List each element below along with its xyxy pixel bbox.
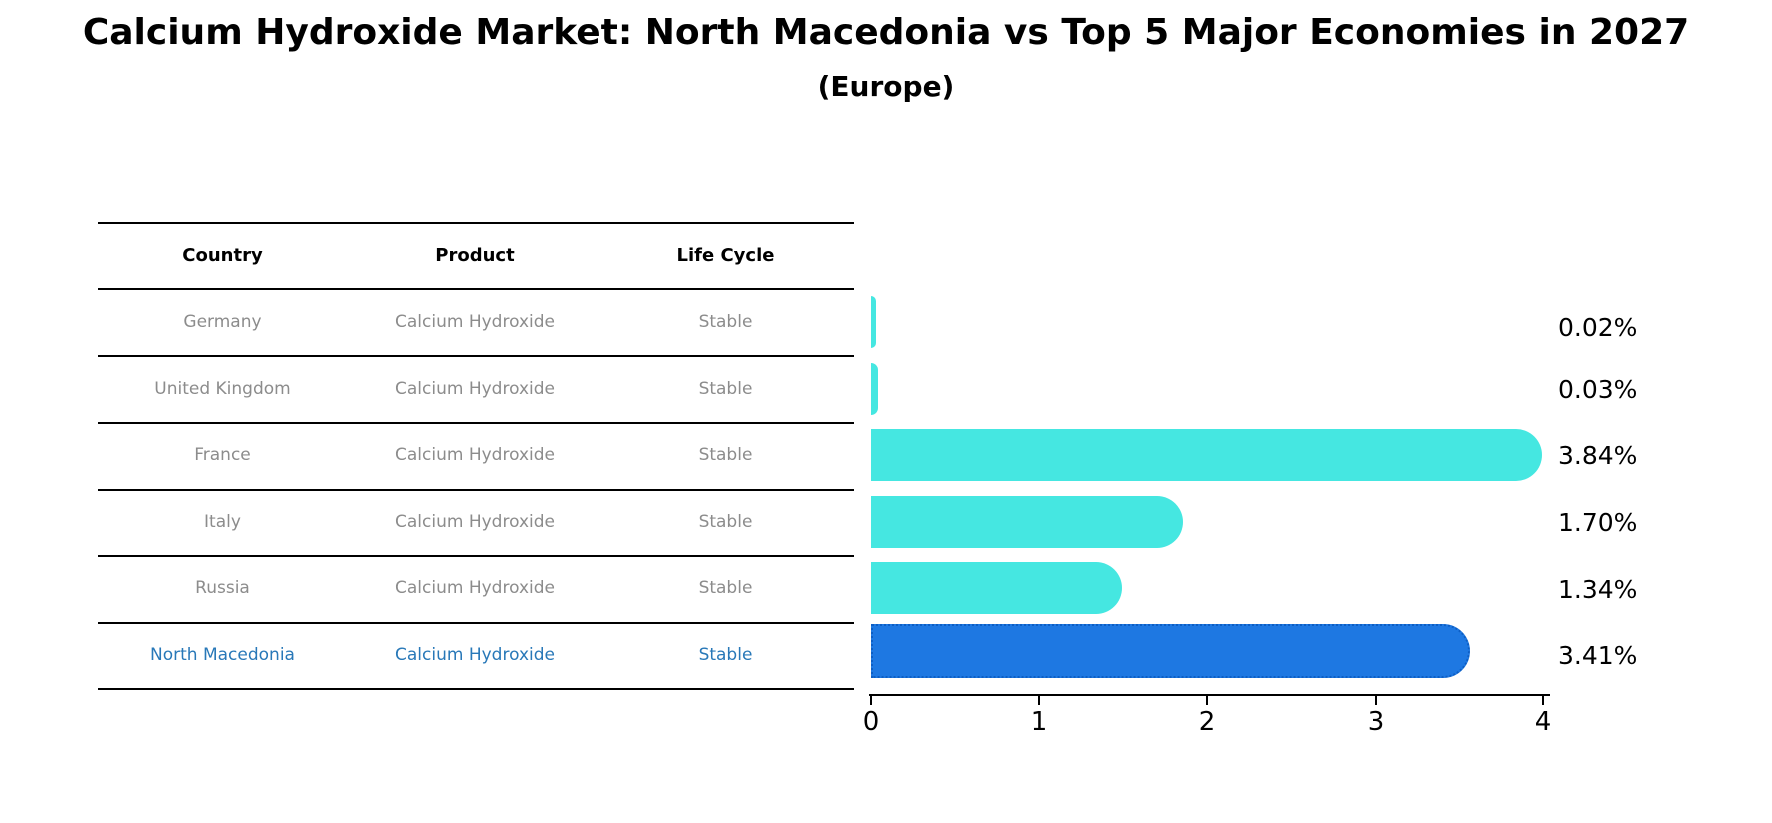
- bar-russia: [871, 562, 1123, 614]
- table-cell-life-cycle: Stable: [698, 379, 753, 399]
- bar-value-label: 3.41%: [1558, 641, 1638, 670]
- x-axis-line: [869, 694, 1550, 696]
- x-axis-tick-label: 3: [1367, 707, 1385, 737]
- bar-value-label: 0.03%: [1558, 375, 1638, 404]
- x-axis-tick: [1206, 696, 1208, 705]
- table-rule-bottom: [98, 688, 854, 690]
- x-axis-tick: [1542, 696, 1544, 705]
- table-cell-product-highlighted: Calcium Hydroxide: [395, 645, 555, 665]
- table-cell-country: Russia: [195, 578, 250, 598]
- table-header-country: Country: [182, 245, 263, 266]
- x-axis-tick: [1038, 696, 1040, 705]
- table-cell-country: United Kingdom: [154, 379, 291, 399]
- bar-italy: [871, 495, 1183, 548]
- table-rule: [98, 355, 854, 357]
- table-header-life-cycle: Life Cycle: [676, 245, 775, 266]
- bar-value-label: 1.34%: [1558, 575, 1638, 604]
- bar-north-macedonia: [871, 624, 1470, 678]
- x-axis-tick: [1375, 696, 1377, 705]
- table-cell-life-cycle: Stable: [698, 445, 753, 465]
- bar-germany: [871, 296, 877, 348]
- table-cell-life-cycle-highlighted: Stable: [698, 645, 753, 665]
- table-cell-product: Calcium Hydroxide: [395, 445, 555, 465]
- bar-value-label: 1.70%: [1558, 508, 1638, 537]
- chart-title: Calcium Hydroxide Market: North Macedoni…: [82, 12, 1690, 53]
- table-cell-country-highlighted: North Macedonia: [150, 645, 295, 665]
- table-rule: [98, 489, 854, 491]
- bar-france: [871, 429, 1543, 481]
- bar-value-label: 3.84%: [1558, 441, 1638, 470]
- table-header-product: Product: [435, 245, 515, 266]
- x-axis-tick-label: 0: [862, 707, 880, 737]
- table-cell-product: Calcium Hydroxide: [395, 312, 555, 332]
- x-axis-tick: [870, 696, 872, 705]
- table-cell-country: France: [194, 445, 251, 465]
- x-axis-tick-label: 2: [1198, 707, 1216, 737]
- table-cell-product: Calcium Hydroxide: [395, 379, 555, 399]
- table-cell-country: Italy: [204, 512, 241, 532]
- table-cell-life-cycle: Stable: [698, 512, 753, 532]
- chart-subtitle: (Europe): [817, 70, 955, 103]
- table-rule: [98, 622, 854, 624]
- table-rule-header: [98, 288, 854, 290]
- table-rule: [98, 422, 854, 424]
- x-axis-tick-label: 4: [1534, 707, 1552, 737]
- table-cell-product: Calcium Hydroxide: [395, 578, 555, 598]
- bar-value-label: 0.02%: [1558, 313, 1638, 342]
- table-cell-life-cycle: Stable: [698, 578, 753, 598]
- bar-united-kingdom: [871, 362, 879, 415]
- table-cell-life-cycle: Stable: [698, 312, 753, 332]
- x-axis-tick-label: 1: [1030, 707, 1048, 737]
- table-rule-top: [98, 222, 854, 224]
- table-rule: [98, 555, 854, 557]
- table-cell-country: Germany: [183, 312, 262, 332]
- table-cell-product: Calcium Hydroxide: [395, 512, 555, 532]
